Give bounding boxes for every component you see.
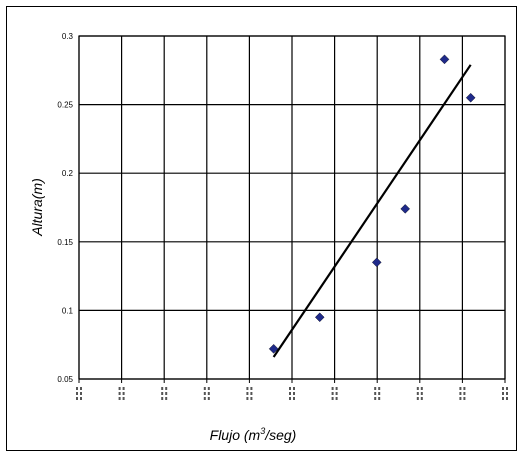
x-tick-glyph [207, 392, 210, 395]
y-tick-label: 0.1 [62, 306, 74, 315]
x-tick-glyph [246, 387, 249, 390]
x-tick-glyph [122, 392, 125, 395]
trendline [272, 64, 472, 358]
trendline-group [272, 64, 472, 358]
x-tick-glyph [506, 397, 508, 400]
x-tick-glyph [289, 392, 291, 395]
x-tick-glyph [246, 392, 249, 395]
x-tick-glyph [378, 387, 381, 390]
x-tick-glyph [161, 397, 164, 400]
x-tick-glyph [80, 387, 82, 390]
x-tick-glyph [502, 392, 504, 395]
x-tick-glyph [289, 387, 291, 390]
x-tick-glyph [250, 397, 253, 400]
x-tick-glyph [203, 392, 206, 395]
x-tick-glyph [118, 387, 121, 390]
x-tick-glyph [463, 387, 466, 390]
x-tick-glyph [331, 397, 334, 400]
y-tick-label: 0.15 [57, 238, 73, 247]
x-tick-glyph [207, 397, 210, 400]
x-tick-glyph [506, 387, 508, 390]
data-point [268, 344, 279, 354]
grid [78, 35, 506, 380]
x-tick-glyph [76, 397, 78, 400]
x-tick-glyph [378, 397, 381, 400]
x-tick-glyph [80, 392, 82, 395]
scatter-chart: 0.05 0.1 0.15 0.2 0.25 0.3 Altura(m) Flujo (m… [29, 32, 508, 443]
x-tick-glyph [76, 392, 78, 395]
x-tick-glyph [331, 392, 334, 395]
x-tick-glyph [416, 392, 419, 395]
x-tick-glyph [161, 387, 164, 390]
x-tick-glyph [416, 397, 419, 400]
x-tick-glyph [293, 392, 295, 395]
x-tick-glyph [420, 392, 423, 395]
x-tick-glyph [207, 387, 210, 390]
x-tick-glyph [335, 397, 338, 400]
x-tick-glyph [161, 392, 164, 395]
x-tick-glyph [118, 392, 121, 395]
x-tick-glyph [250, 392, 253, 395]
x-tick-glyph [122, 387, 125, 390]
x-tick-glyph [374, 392, 377, 395]
y-axis-ticks: 0.05 0.1 0.15 0.2 0.25 0.3 [57, 32, 73, 384]
x-tick-glyph [118, 397, 121, 400]
x-axis-ticks [76, 379, 508, 400]
x-tick-glyph [335, 392, 338, 395]
x-tick-glyph [459, 392, 462, 395]
x-tick-glyph [76, 387, 78, 390]
x-tick-glyph [463, 392, 466, 395]
x-tick-glyph [502, 397, 504, 400]
data-point [314, 312, 325, 323]
x-tick-glyph [293, 387, 295, 390]
y-axis-label: Altura(m) [29, 178, 45, 237]
x-tick-glyph [331, 387, 334, 390]
x-tick-glyph [378, 392, 381, 395]
x-tick-glyph [289, 397, 291, 400]
y-tick-label: 0.25 [57, 101, 73, 110]
data-point [400, 204, 410, 214]
x-tick-glyph [122, 397, 125, 400]
x-tick-glyph [165, 392, 168, 395]
x-tick-glyph [80, 397, 82, 400]
x-tick-glyph [420, 397, 423, 400]
data-point [371, 257, 382, 268]
data-points [268, 54, 476, 354]
x-tick-glyph [463, 397, 466, 400]
x-tick-glyph [293, 397, 295, 400]
y-tick-label: 0.3 [62, 32, 74, 41]
chart-frame: 0.05 0.1 0.15 0.2 0.25 0.3 Altura(m) Flujo (m… [6, 6, 517, 451]
x-tick-glyph [335, 387, 338, 390]
y-tick-label: 0.05 [57, 375, 73, 384]
data-point [439, 54, 450, 65]
x-axis-label: Flujo (m3/seg) [210, 426, 297, 443]
x-tick-glyph [246, 397, 249, 400]
x-tick-glyph [203, 387, 206, 390]
x-tick-glyph [459, 387, 462, 390]
x-tick-glyph [203, 397, 206, 400]
x-tick-glyph [459, 397, 462, 400]
x-tick-glyph [250, 387, 253, 390]
x-tick-glyph [165, 397, 168, 400]
x-tick-glyph [165, 387, 168, 390]
data-point [465, 92, 476, 103]
x-tick-glyph [374, 387, 377, 390]
x-tick-glyph [420, 387, 423, 390]
x-tick-glyph [374, 397, 377, 400]
x-tick-glyph [416, 387, 419, 390]
y-tick-label: 0.2 [62, 169, 74, 178]
x-tick-glyph [502, 387, 504, 390]
x-tick-glyph [506, 392, 508, 395]
